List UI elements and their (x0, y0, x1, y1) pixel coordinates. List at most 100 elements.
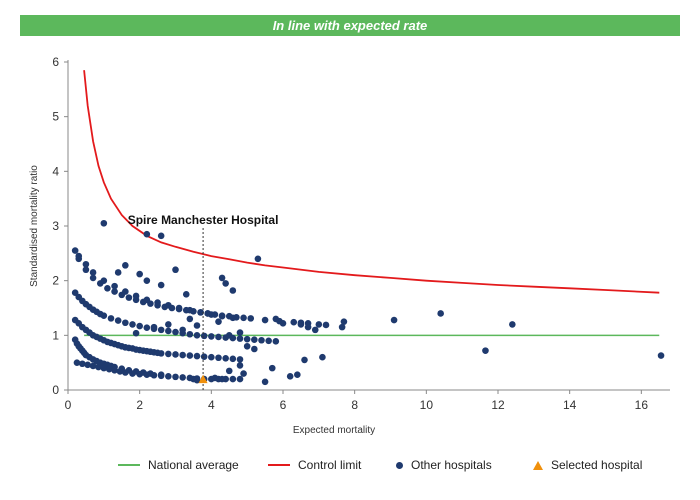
hospital-point (143, 371, 151, 378)
hospital-point (111, 282, 118, 290)
hospital-point (319, 353, 326, 361)
hospital-point (104, 285, 111, 292)
hospital-point (165, 321, 172, 328)
y-tick-label: 3 (52, 219, 59, 233)
hospital-point (165, 327, 172, 335)
hospital-point (71, 289, 79, 296)
hospital-point (73, 359, 81, 366)
hospital-point (218, 312, 226, 320)
hospital-point (251, 345, 258, 353)
hospital-point (482, 347, 489, 354)
hospital-point (89, 274, 97, 282)
hospital-point (204, 310, 212, 317)
legend-label: Other hospitals (411, 458, 492, 472)
hospital-point (236, 362, 244, 369)
x-tick-label: 16 (635, 398, 649, 412)
hospital-point (272, 315, 280, 323)
hospital-point (107, 315, 115, 322)
hospital-point (129, 321, 136, 328)
x-tick-label: 12 (491, 398, 505, 412)
x-axis-label: Expected mortality (293, 425, 375, 436)
hospital-point (150, 371, 158, 379)
hospital-point (82, 266, 90, 274)
hospital-point (222, 354, 229, 362)
hospital-point (218, 375, 226, 383)
hospital-point (322, 321, 330, 329)
hospital-point (197, 309, 204, 316)
hospital-point (129, 370, 136, 377)
hospital-point (200, 332, 208, 340)
hospital-point (311, 326, 319, 334)
legend-line-red-swatch (268, 464, 290, 466)
hospital-point (100, 312, 108, 319)
x-tick-label: 8 (351, 398, 358, 412)
hospital-point (286, 373, 294, 380)
hospital-point (304, 323, 312, 331)
hospital-point (229, 375, 237, 383)
hospital-point (79, 360, 86, 368)
hospital-point (236, 356, 244, 363)
x-tick-label: 14 (563, 398, 577, 412)
hospital-point (290, 318, 298, 326)
hospital-point (340, 318, 348, 325)
control-limit-line (83, 70, 660, 294)
y-tick-label: 2 (52, 274, 59, 288)
hospital-point (315, 321, 323, 328)
hospital-point (193, 332, 201, 339)
hospital-point (172, 266, 179, 274)
hospital-point (437, 310, 444, 317)
hospital-point (261, 378, 269, 386)
hospital-point (100, 277, 108, 284)
hospital-point (236, 335, 244, 342)
y-tick-label: 5 (52, 110, 59, 124)
hospital-point (89, 362, 97, 370)
hospital-point (143, 230, 151, 238)
x-tick-label: 10 (420, 398, 434, 412)
legend-triangle-swatch (533, 460, 543, 470)
hospital-point (390, 316, 398, 324)
hospital-point (254, 255, 262, 263)
hospital-point (279, 320, 287, 327)
hospital-point (82, 260, 90, 268)
selected-hospital-point (198, 374, 208, 384)
hospital-point (122, 288, 129, 295)
legend-selected-hospital: Selected hospital (533, 458, 642, 472)
hospital-point (165, 301, 172, 309)
hospital-point (186, 330, 194, 338)
hospital-point (143, 324, 151, 331)
hospital-point (272, 338, 280, 345)
hospital-point (122, 369, 129, 376)
hospital-point (657, 352, 665, 359)
hospital-point (229, 314, 237, 322)
hospital-point (136, 370, 143, 378)
legend-line-green-swatch (118, 464, 140, 466)
hospital-point (136, 322, 143, 330)
hospital-point (172, 373, 179, 381)
x-tick-label: 4 (208, 398, 215, 412)
legend-national-average: National average (118, 458, 239, 472)
hospital-point (208, 353, 215, 361)
x-tick-label: 6 (280, 398, 287, 412)
hospital-point (157, 372, 165, 380)
hospital-point (236, 375, 244, 383)
x-tick-label: 2 (136, 398, 143, 412)
hospital-point (186, 352, 194, 359)
hospital-point (143, 277, 151, 284)
hospital-point (258, 336, 265, 344)
hospital-point (208, 333, 215, 340)
legend-control-limit: Control limit (268, 458, 361, 472)
hospital-point (225, 367, 233, 375)
legend-label: Control limit (298, 458, 362, 472)
hospital-point (297, 321, 305, 328)
hospital-point (122, 319, 129, 327)
legend-dot-swatch (396, 461, 403, 469)
hospital-point (116, 368, 124, 375)
x-tick-label: 0 (65, 398, 72, 412)
hospital-point (154, 299, 161, 306)
hospital-point (114, 269, 122, 276)
hospital-point (193, 352, 201, 360)
hospital-point (95, 363, 102, 371)
hospital-point (240, 314, 247, 322)
hospital-point (172, 351, 179, 358)
hospital-point (193, 376, 201, 384)
